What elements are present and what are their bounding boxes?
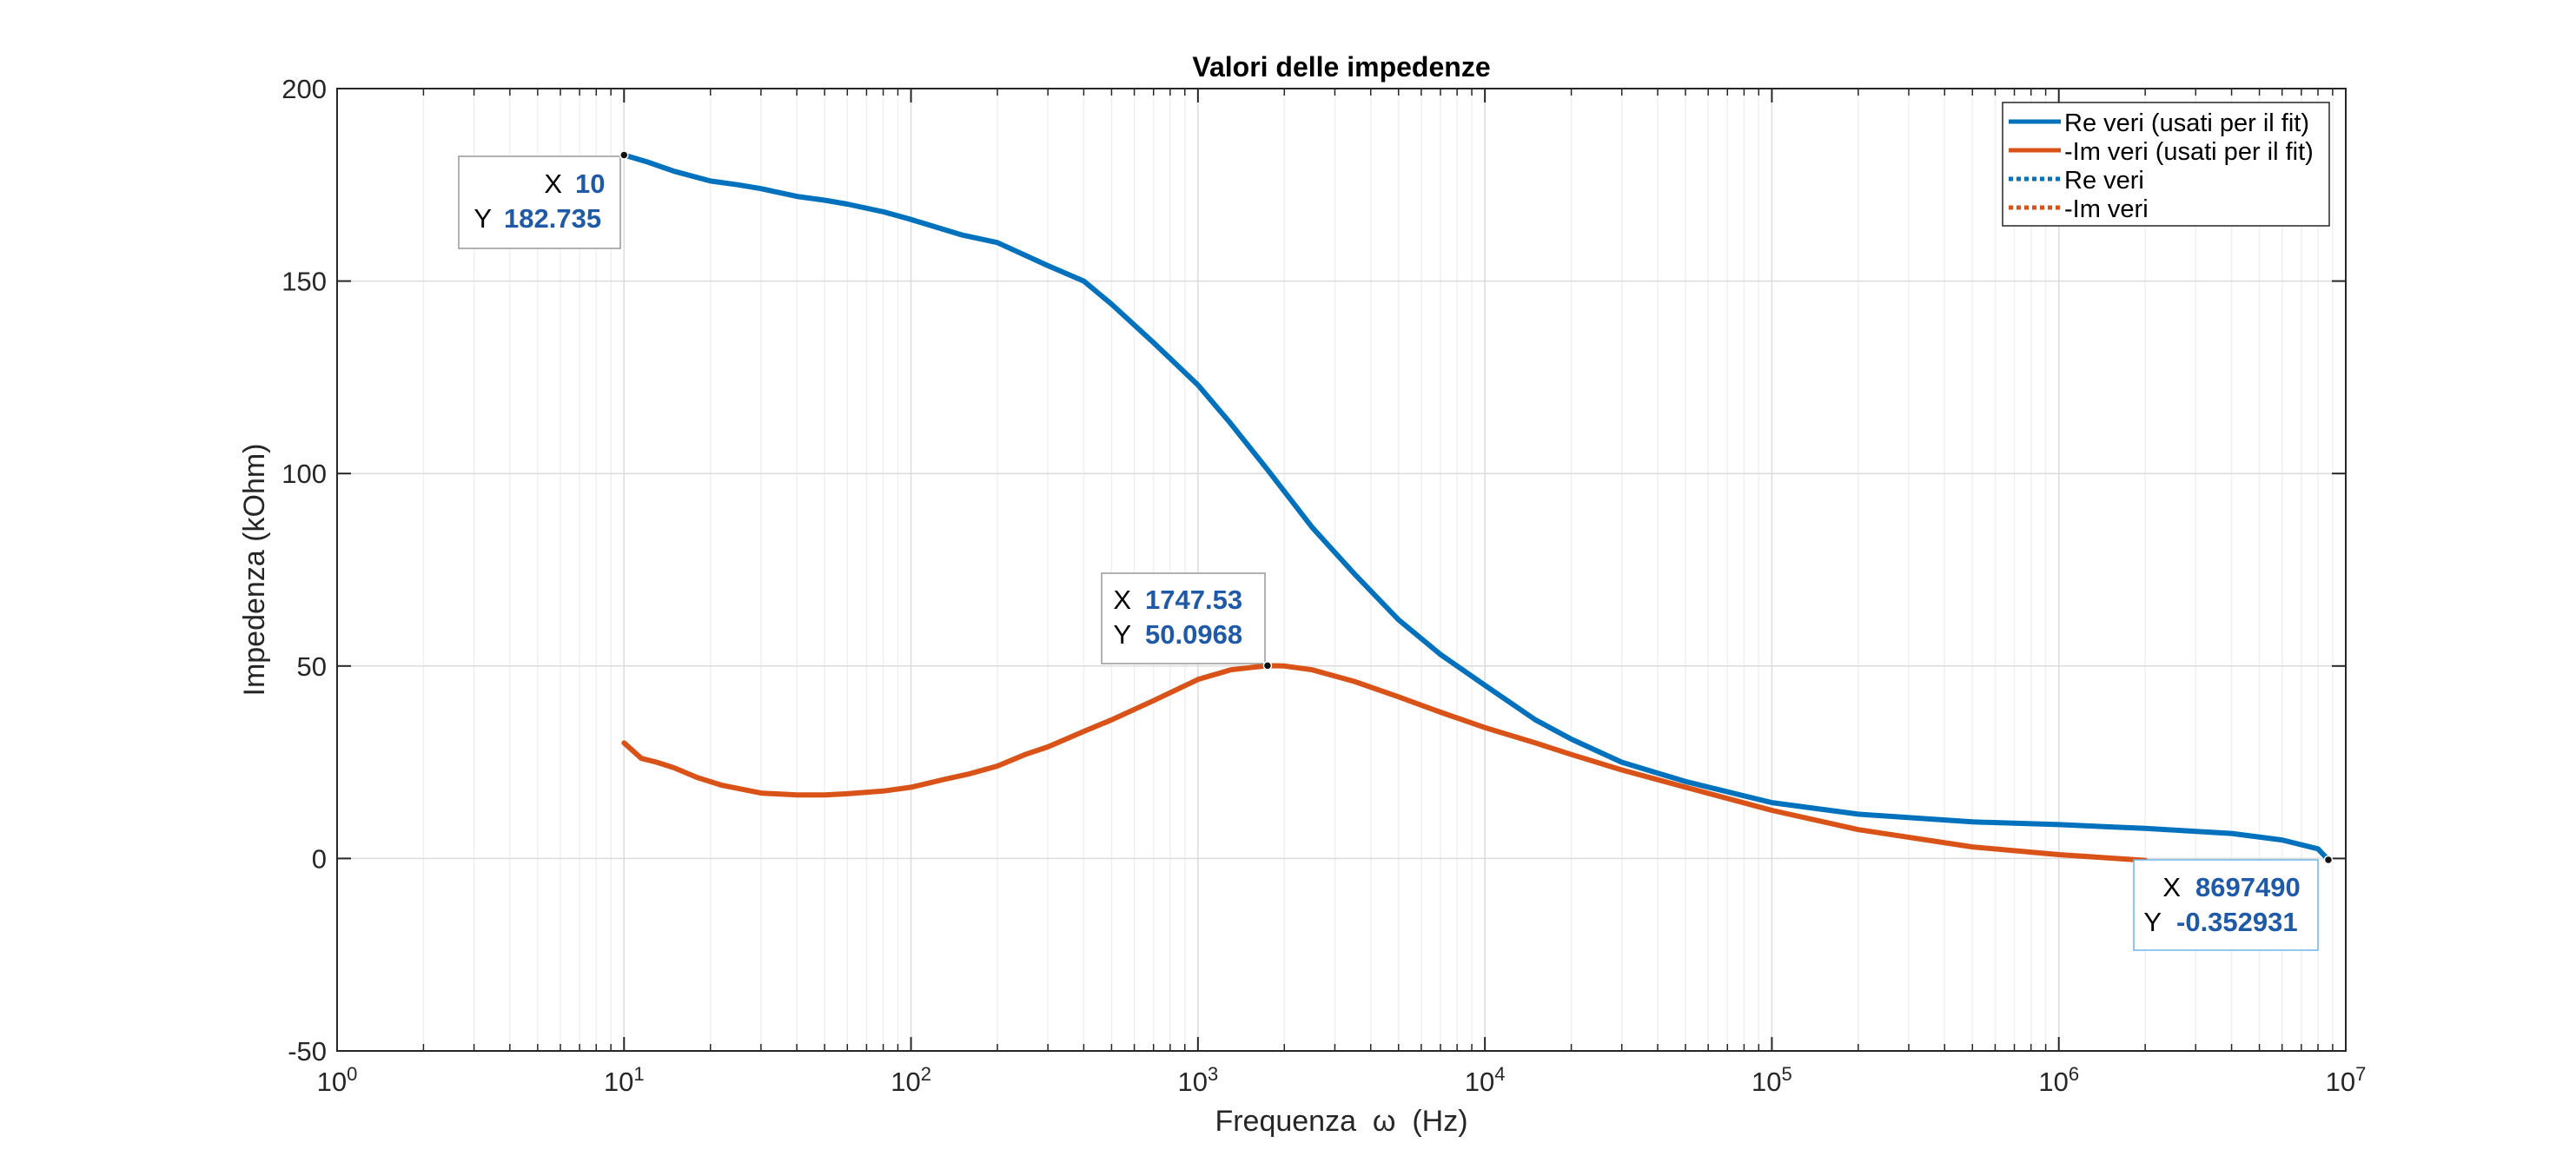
legend-label-re-fit: Re veri (usati per il fit) xyxy=(2064,109,2309,137)
series-layer xyxy=(621,152,2331,863)
datatip-y-value: -0.352931 xyxy=(2176,907,2298,937)
datatip-marker xyxy=(1262,661,1273,671)
legend-label-im: -Im veri xyxy=(2064,195,2149,223)
x-tick-label: 101 xyxy=(604,1063,645,1097)
y-tick-labels: -50 0 50 100 150 200 xyxy=(281,74,327,1067)
x-tick-label: 104 xyxy=(1465,1063,1506,1097)
datatip-y-label: Y xyxy=(1113,619,1131,650)
datatip-box xyxy=(458,155,621,249)
y-tick-label: 100 xyxy=(281,459,327,489)
x-tick-label: 106 xyxy=(2038,1063,2079,1097)
y-tick-label: -50 xyxy=(288,1036,327,1067)
datatip-x-value: 1747.53 xyxy=(1145,585,1242,615)
legend-label-re: Re veri xyxy=(2064,167,2144,195)
y-tick-label: 0 xyxy=(312,843,327,874)
y-tick-label: 200 xyxy=(281,74,327,104)
series-line-0 xyxy=(621,152,2331,862)
y-tick-label: 150 xyxy=(281,267,327,297)
datatip-end[interactable]: X 8697490 Y -0.352931 xyxy=(2133,859,2319,951)
x-tick-label: 100 xyxy=(317,1063,358,1097)
x-tick-label: 103 xyxy=(1177,1063,1218,1097)
datatip-y-value: 50.0968 xyxy=(1145,619,1242,650)
x-tick-label: 105 xyxy=(1752,1063,1792,1097)
datatip-peak[interactable]: X 1747.53 Y 50.0968 xyxy=(1101,572,1266,664)
chart-title: Valori delle impedenze xyxy=(1192,51,1490,83)
datatip-marker xyxy=(2323,855,2334,865)
datatip-marker xyxy=(619,150,629,160)
datatip-x-label: X xyxy=(544,168,562,199)
datatip-y-label: Y xyxy=(473,203,492,234)
datatip-x-value: 10 xyxy=(575,168,605,199)
axis-ticks xyxy=(336,88,2347,1052)
x-tick-labels: 100 101 102 103 104 105 106 107 xyxy=(317,1063,2367,1097)
x-axis-label: Frequenza ω (Hz) xyxy=(1215,1105,1467,1138)
datatip-y-value: 182.735 xyxy=(504,203,601,234)
datatip-start[interactable]: X 10 Y 182.735 xyxy=(458,155,621,249)
series-line-1 xyxy=(621,663,2149,863)
y-axis-label: Impedenza (kOhm) xyxy=(238,444,271,697)
datatip-x-label: X xyxy=(2162,872,2181,902)
datatip-box xyxy=(2133,859,2319,951)
y-tick-label: 50 xyxy=(297,651,327,682)
datatip-markers xyxy=(619,150,2334,865)
datatip-y-label: Y xyxy=(2143,907,2162,937)
datatip-box xyxy=(1101,572,1266,664)
datatip-x-value: 8697490 xyxy=(2195,872,2301,902)
legend[interactable]: Re veri (usati per il fit) -Im veri (usa… xyxy=(2002,102,2330,227)
axes-box xyxy=(336,88,2347,1052)
plot-area xyxy=(337,89,2346,1051)
x-tick-label: 107 xyxy=(2326,1063,2367,1097)
x-tick-label: 102 xyxy=(891,1063,931,1097)
legend-label-im-fit: -Im veri (usati per il fit) xyxy=(2064,138,2314,166)
datatip-x-label: X xyxy=(1113,585,1131,615)
